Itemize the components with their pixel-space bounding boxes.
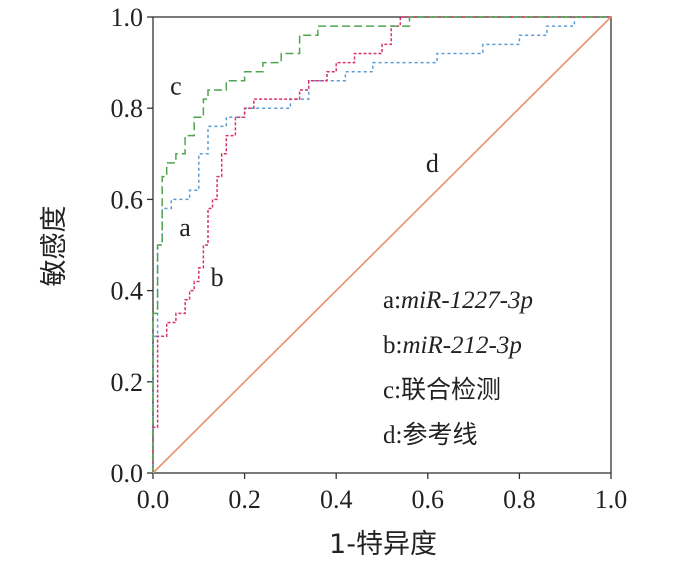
curve-label-c: c <box>170 72 182 101</box>
y-tick-label: 0.0 <box>111 459 144 488</box>
x-tick-label: 0.8 <box>503 485 536 514</box>
curve-label-d: d <box>426 149 439 178</box>
legend-description: miR-1227-3p <box>401 287 533 314</box>
x-tick-label: 0.2 <box>228 485 261 514</box>
legend-description: 联合检测 <box>401 376 501 404</box>
legend-key: c: <box>383 377 401 404</box>
legend-key: d: <box>383 422 402 449</box>
y-tick-label: 0.4 <box>111 277 144 306</box>
legend-key: a: <box>383 287 401 314</box>
series-a-line <box>152 16 611 473</box>
y-tick-label: 0.2 <box>111 368 144 397</box>
legend-item-b: b:miR-212-3p <box>383 332 522 359</box>
legend-description: miR-212-3p <box>402 332 521 359</box>
x-tick-label: 0.4 <box>320 485 353 514</box>
legend-item-a: a:miR-1227-3p <box>383 287 533 314</box>
axes: 0.0 0.2 0.4 0.6 0.8 1.0 0.0 0.2 0.4 0.6 0.8 1.0 <box>111 3 628 514</box>
series-c-line <box>152 16 611 473</box>
y-axis-title: 敏感度 <box>39 206 70 287</box>
y-tick-label: 0.6 <box>111 185 144 214</box>
legend-item-d: d:参考线 <box>383 421 477 449</box>
legend-item-c: c:联合检测 <box>383 376 501 404</box>
plot-frame <box>152 16 612 474</box>
x-tick-label: 0.0 <box>137 485 170 514</box>
series-d-line <box>152 16 612 474</box>
x-tick-label: 0.6 <box>412 485 445 514</box>
x-axis-title: 1-特异度 <box>329 529 437 560</box>
y-tick-label: 0.8 <box>111 94 144 123</box>
curve-label-b: b <box>211 263 224 292</box>
legend-key: b: <box>383 332 402 359</box>
x-tick-label: 1.0 <box>595 485 628 514</box>
legend-description: 参考线 <box>402 421 477 449</box>
y-tick-label: 1.0 <box>111 3 144 32</box>
curve-labels: c d ab <box>170 72 439 293</box>
series-b-line <box>152 16 611 473</box>
series-layer <box>152 16 612 474</box>
curve-label-a: a <box>179 213 191 242</box>
